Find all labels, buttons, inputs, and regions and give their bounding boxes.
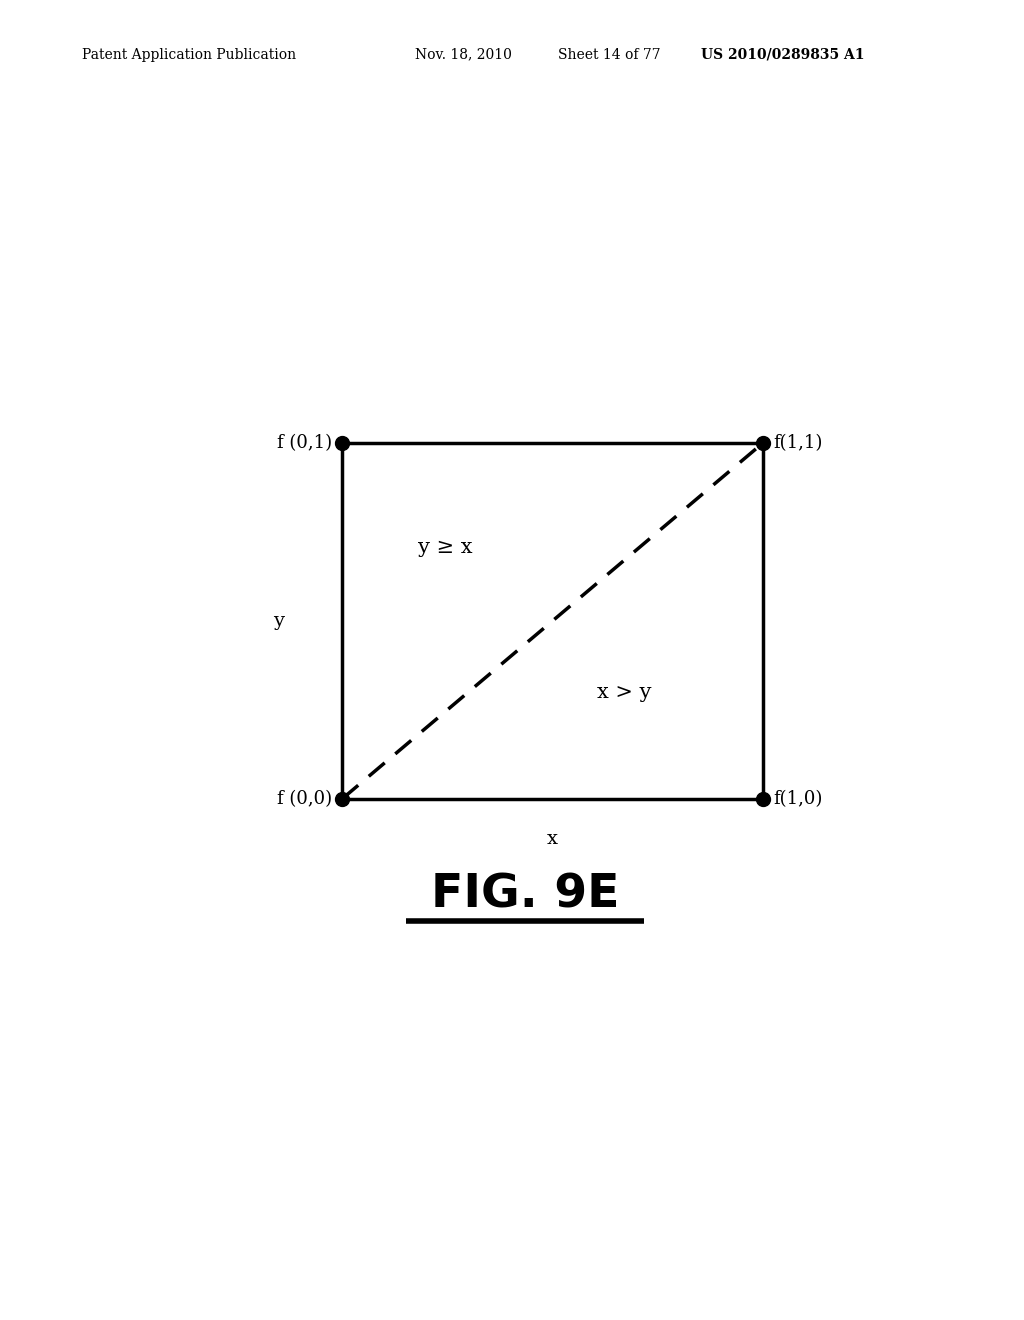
Text: f (0,0): f (0,0) <box>276 789 332 808</box>
Point <box>334 433 350 454</box>
Text: FIG. 9E: FIG. 9E <box>430 873 620 917</box>
Text: f(1,1): f(1,1) <box>773 434 822 451</box>
Point <box>755 433 771 454</box>
Bar <box>342 444 763 799</box>
Point <box>755 788 771 809</box>
Text: x > y: x > y <box>597 682 651 701</box>
Text: f (0,1): f (0,1) <box>276 434 332 451</box>
Text: y: y <box>273 612 285 630</box>
Text: Nov. 18, 2010: Nov. 18, 2010 <box>415 48 512 62</box>
Text: x: x <box>547 830 558 849</box>
Point <box>334 788 350 809</box>
Text: f(1,0): f(1,0) <box>773 789 822 808</box>
Text: US 2010/0289835 A1: US 2010/0289835 A1 <box>701 48 865 62</box>
Text: Patent Application Publication: Patent Application Publication <box>82 48 296 62</box>
Text: y ≥ x: y ≥ x <box>418 539 473 557</box>
Text: Sheet 14 of 77: Sheet 14 of 77 <box>558 48 660 62</box>
